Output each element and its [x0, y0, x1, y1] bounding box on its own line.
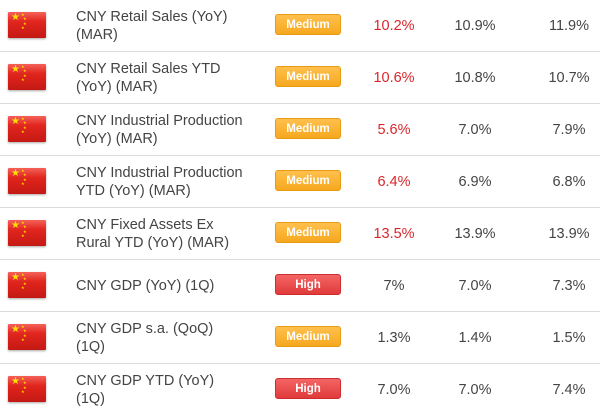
forecast-value: 7.0% [458, 278, 492, 294]
china-flag-icon: ★ ★ ★ ★ ★ [8, 220, 46, 246]
previous-value: 6.8% [552, 174, 586, 190]
impact-badge: Medium [275, 326, 341, 347]
calendar-row-3[interactable]: ★ ★ ★ ★ ★ CNY Industrial Production (YoY)… [0, 104, 600, 156]
event-name-line: CNY GDP (YoY) (1Q) [76, 278, 215, 294]
china-flag-icon: ★ ★ ★ ★ ★ [8, 12, 46, 38]
calendar-row-1[interactable]: ★ ★ ★ ★ ★ CNY Retail Sales (YoY) (MAR) Me… [0, 0, 600, 52]
previous-value: 7.4% [552, 382, 586, 398]
impact-badge: High [275, 274, 341, 295]
actual-value: 1.3% [377, 330, 411, 346]
previous-value: 7.9% [552, 122, 586, 138]
calendar-row-6[interactable]: ★ ★ ★ ★ ★ CNY GDP (YoY) (1Q) High 7% 7.0… [0, 260, 600, 312]
impact-badge: High [275, 378, 341, 399]
event-name-line: Rural YTD (YoY) (MAR) [76, 235, 230, 251]
forecast-value: 1.4% [458, 330, 492, 346]
actual-value: 7% [383, 278, 405, 294]
event-name-line: YTD (YoY) (MAR) [76, 183, 191, 199]
actual-value: 6.4% [377, 174, 411, 190]
previous-value: 13.9% [548, 226, 590, 242]
event-name[interactable]: CNY Industrial Production (YoY) (MAR) [76, 104, 261, 156]
event-name-line: CNY GDP s.a. (QoQ) [76, 321, 214, 337]
china-flag-icon: ★ ★ ★ ★ ★ [8, 64, 46, 90]
forecast-value: 6.9% [458, 174, 492, 190]
actual-value: 10.6% [373, 70, 415, 86]
event-name-line: CNY Industrial Production [76, 113, 243, 129]
event-name-line: CNY Industrial Production [76, 165, 243, 181]
previous-value: 11.9% [548, 18, 590, 34]
event-name[interactable]: CNY Fixed Assets Ex Rural YTD (YoY) (MAR) [76, 208, 261, 260]
event-name-line: (YoY) (MAR) [76, 131, 158, 147]
calendar-row-7[interactable]: ★ ★ ★ ★ ★ CNY GDP s.a. (QoQ) (1Q) Medium … [0, 312, 600, 364]
forecast-value: 10.8% [454, 70, 496, 86]
china-flag-icon: ★ ★ ★ ★ ★ [8, 168, 46, 194]
china-flag-icon: ★ ★ ★ ★ ★ [8, 272, 46, 298]
event-name-line: (YoY) (MAR) [76, 79, 158, 95]
impact-badge: Medium [275, 222, 341, 243]
impact-badge: Medium [275, 66, 341, 87]
impact-badge: Medium [275, 170, 341, 191]
event-name[interactable]: CNY Industrial Production YTD (YoY) (MAR) [76, 156, 261, 208]
china-flag-icon: ★ ★ ★ ★ ★ [8, 324, 46, 350]
impact-badge: Medium [275, 14, 341, 35]
calendar-row-8[interactable]: ★ ★ ★ ★ ★ CNY GDP YTD (YoY) (1Q) High 7.0… [0, 364, 600, 416]
event-name-line: (1Q) [76, 339, 105, 355]
event-name-line: (MAR) [76, 27, 118, 43]
forecast-value: 7.0% [458, 122, 492, 138]
actual-value: 5.6% [377, 122, 411, 138]
calendar-row-5[interactable]: ★ ★ ★ ★ ★ CNY Fixed Assets Ex Rural YTD (… [0, 208, 600, 260]
forecast-value: 13.9% [454, 226, 496, 242]
actual-value: 10.2% [373, 18, 415, 34]
event-name-line: CNY GDP YTD (YoY) [76, 373, 215, 389]
event-name[interactable]: CNY GDP s.a. (QoQ) (1Q) [76, 312, 261, 364]
china-flag-icon: ★ ★ ★ ★ ★ [8, 376, 46, 402]
calendar-row-2[interactable]: ★ ★ ★ ★ ★ CNY Retail Sales YTD (YoY) (MAR… [0, 52, 600, 104]
calendar-row-4[interactable]: ★ ★ ★ ★ ★ CNY Industrial Production YTD (… [0, 156, 600, 208]
actual-value: 7.0% [377, 382, 411, 398]
event-name[interactable]: CNY GDP (YoY) (1Q) [76, 260, 261, 312]
event-name-line: (1Q) [76, 391, 105, 407]
previous-value: 10.7% [548, 70, 590, 86]
event-name[interactable]: CNY Retail Sales YTD (YoY) (MAR) [76, 52, 261, 104]
previous-value: 1.5% [552, 330, 586, 346]
event-name-line: CNY Fixed Assets Ex [76, 217, 214, 233]
impact-badge: Medium [275, 118, 341, 139]
event-name[interactable]: CNY GDP YTD (YoY) (1Q) [76, 364, 261, 416]
event-name[interactable]: CNY Retail Sales (YoY) (MAR) [76, 0, 261, 52]
forecast-value: 10.9% [454, 18, 496, 34]
event-name-line: CNY Retail Sales YTD [76, 61, 221, 77]
previous-value: 7.3% [552, 278, 586, 294]
actual-value: 13.5% [373, 226, 415, 242]
forecast-value: 7.0% [458, 382, 492, 398]
china-flag-icon: ★ ★ ★ ★ ★ [8, 116, 46, 142]
event-name-line: CNY Retail Sales (YoY) [76, 9, 228, 25]
